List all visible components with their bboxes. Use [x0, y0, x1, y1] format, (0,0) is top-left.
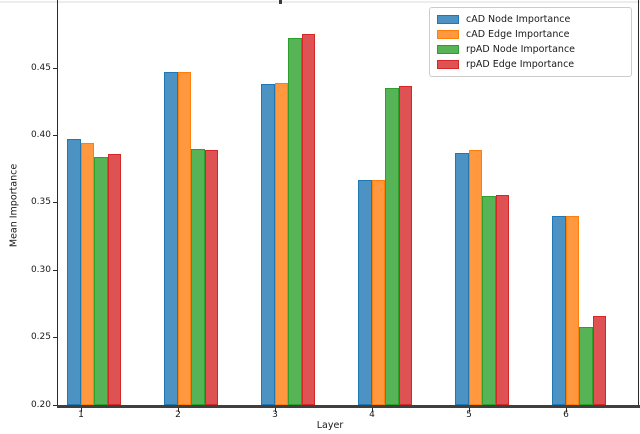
legend-color-patch — [437, 30, 459, 39]
x-axis-spine — [57, 405, 640, 408]
bar-cad-edge-importance-layer-1 — [80, 143, 94, 405]
y-axis-label: Mean Importance — [8, 163, 20, 248]
x-tick-mark — [275, 408, 276, 412]
x-tick-label: 3 — [272, 410, 278, 420]
y-tick-mark — [53, 404, 57, 406]
y-tick-label: 0.30 — [30, 264, 51, 275]
bar-rpad-node-importance-layer-4 — [385, 88, 399, 405]
x-tick-label: 2 — [175, 410, 181, 420]
bar-cad-edge-importance-layer-4 — [371, 179, 385, 405]
y-tick-label: 0.40 — [30, 129, 51, 140]
bar-rpad-edge-importance-layer-3 — [301, 34, 315, 405]
bar-rpad-node-importance-layer-6 — [579, 326, 593, 405]
legend-label: rpAD Edge Importance — [466, 59, 575, 70]
cropped-figure-top-edge — [0, 1, 640, 3]
legend-label: cAD Node Importance — [466, 14, 571, 25]
x-tick-label: 5 — [466, 410, 472, 420]
bar-cad-node-importance-layer-3 — [261, 84, 275, 405]
bar-cad-edge-importance-layer-3 — [274, 82, 288, 405]
y-tick-label: 0.20 — [30, 399, 51, 410]
x-tick-label: 1 — [78, 410, 84, 420]
y-tick-mark — [53, 134, 57, 136]
bar-rpad-edge-importance-layer-5 — [495, 194, 509, 405]
bar-cad-node-importance-layer-4 — [358, 179, 372, 405]
bar-cad-node-importance-layer-1 — [67, 139, 81, 405]
x-tick-label: 4 — [369, 410, 375, 420]
legend-row: rpAD Edge Importance — [437, 57, 624, 72]
bar-rpad-edge-importance-layer-2 — [204, 150, 218, 405]
x-tick-mark — [469, 408, 470, 412]
y-tick-mark — [53, 269, 57, 271]
y-tick-mark — [53, 67, 57, 69]
x-tick-mark — [372, 408, 373, 412]
bar-rpad-node-importance-layer-2 — [191, 148, 205, 405]
legend-row: rpAD Node Importance — [437, 42, 624, 57]
bar-cad-node-importance-layer-5 — [455, 152, 469, 405]
x-tick-mark — [566, 408, 567, 412]
bar-rpad-node-importance-layer-3 — [288, 38, 302, 405]
x-tick-mark — [178, 408, 179, 412]
bar-cad-edge-importance-layer-2 — [177, 72, 191, 405]
bar-rpad-edge-importance-layer-1 — [107, 154, 121, 405]
legend-label: rpAD Node Importance — [466, 44, 576, 55]
legend: cAD Node Importance cAD Edge Importance rp… — [429, 7, 632, 77]
bar-cad-edge-importance-layer-6 — [565, 216, 579, 405]
legend-row: cAD Node Importance — [437, 12, 624, 27]
bar-cad-node-importance-layer-6 — [552, 216, 566, 405]
y-tick-label: 0.35 — [30, 197, 51, 208]
legend-color-patch — [437, 15, 459, 24]
x-tick-label: 6 — [563, 410, 569, 420]
bar-rpad-edge-importance-layer-6 — [592, 316, 606, 405]
cropped-title-descender-mark — [279, 0, 282, 4]
right-spine — [638, 0, 639, 406]
y-tick-label: 0.45 — [30, 62, 51, 73]
legend-color-patch — [437, 60, 459, 69]
legend-label: cAD Edge Importance — [466, 29, 570, 40]
legend-color-patch — [437, 45, 459, 54]
y-tick-mark — [53, 337, 57, 339]
legend-row: cAD Edge Importance — [437, 27, 624, 42]
bar-rpad-node-importance-layer-5 — [482, 196, 496, 405]
y-axis-spine — [57, 0, 58, 406]
bar-rpad-node-importance-layer-1 — [94, 156, 108, 405]
y-tick-label: 0.25 — [30, 332, 51, 343]
y-tick-mark — [53, 202, 57, 204]
bar-rpad-edge-importance-layer-4 — [398, 85, 412, 405]
bar-cad-node-importance-layer-2 — [164, 72, 178, 405]
x-tick-mark — [81, 408, 82, 412]
bar-cad-edge-importance-layer-5 — [468, 150, 482, 405]
x-axis-label: Layer — [316, 420, 344, 431]
